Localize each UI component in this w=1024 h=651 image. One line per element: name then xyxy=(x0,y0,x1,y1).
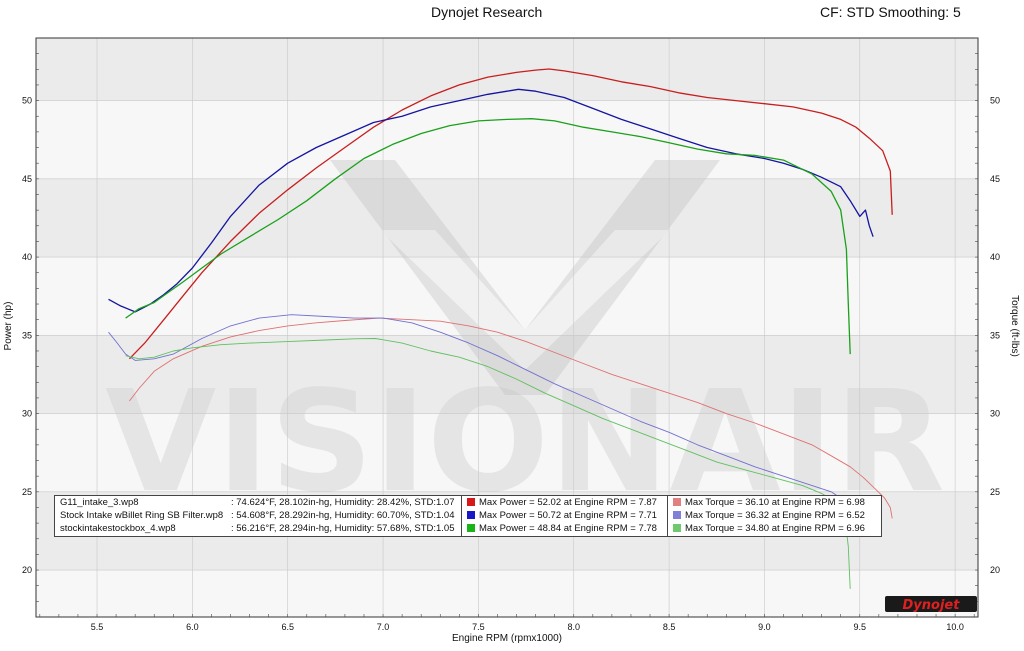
y-tick-label-left: 45 xyxy=(22,174,32,184)
x-tick-label: 8.0 xyxy=(567,622,580,632)
legend-run-conditions: : 56.216°F, 28.294in-hg, Humidity: 57.68… xyxy=(231,523,455,534)
torque-swatch xyxy=(673,524,681,532)
legend-run-name: stockintakestockbox_4.wp8 xyxy=(60,523,176,534)
x-tick-label: 6.0 xyxy=(186,622,199,632)
y-axis-label-right: Torque (ft-lbs) xyxy=(1009,295,1020,357)
x-tick-label: 7.0 xyxy=(377,622,390,632)
x-tick-label: 8.5 xyxy=(663,622,676,632)
legend-max-torque-text: Max Torque = 36.32 at Engine RPM = 6.52 xyxy=(685,510,865,521)
legend-row: Stock Intake wBillet Ring SB Filter.wp8 … xyxy=(55,510,881,523)
y-axis-label-left: Power (hp) xyxy=(3,302,14,351)
x-tick-label: 6.5 xyxy=(281,622,294,632)
x-tick-label: 9.0 xyxy=(758,622,771,632)
legend-max-power: Max Power = 48.84 at Engine RPM = 7.78 xyxy=(467,523,657,534)
plot-frame xyxy=(35,37,979,618)
power-series-line xyxy=(125,118,851,355)
dynojet-logo: Dynojet xyxy=(885,596,977,613)
x-axis-label: Engine RPM (rpmx1000) xyxy=(452,633,562,644)
chart-title: Dynojet Research xyxy=(431,4,543,20)
torque-series-line xyxy=(108,314,851,513)
y-tick-label-left: 25 xyxy=(22,487,32,497)
legend-max-torque: Max Torque = 36.32 at Engine RPM = 6.52 xyxy=(673,510,865,521)
watermark-v-shape xyxy=(330,160,720,395)
x-tick-label: 9.5 xyxy=(854,622,867,632)
legend-max-torque-text: Max Torque = 36.10 at Engine RPM = 6.98 xyxy=(685,497,865,508)
y-tick-label-right: 45 xyxy=(990,174,1000,184)
power-swatch xyxy=(467,524,475,532)
y-tick-label-right: 20 xyxy=(990,565,1000,575)
y-tick-label-right: 35 xyxy=(990,330,1000,340)
grid-band xyxy=(36,38,978,101)
legend-row: G11_intake_3.wp8 : 74.624°F, 28.102in-hg… xyxy=(55,497,881,510)
x-tick-label: 5.5 xyxy=(91,622,104,632)
y-tick-label-left: 40 xyxy=(22,252,32,262)
y-tick-label-right: 25 xyxy=(990,487,1000,497)
legend-max-power-text: Max Power = 50.72 at Engine RPM = 7.71 xyxy=(479,510,657,521)
legend-run-conditions: : 74.624°F, 28.102in-hg, Humidity: 28.42… xyxy=(231,497,455,508)
y-tick-label-left: 50 xyxy=(22,96,32,106)
legend-max-torque-text: Max Torque = 34.80 at Engine RPM = 6.96 xyxy=(685,523,865,534)
legend: G11_intake_3.wp8 : 74.624°F, 28.102in-hg… xyxy=(54,495,882,537)
series-group xyxy=(108,68,893,589)
chart-settings: CF: STD Smoothing: 5 xyxy=(820,4,961,20)
power-series-line xyxy=(108,88,874,313)
legend-run-conditions: : 54.608°F, 28.292in-hg, Humidity: 60.70… xyxy=(231,510,455,521)
power-swatch xyxy=(467,498,475,506)
legend-max-power-text: Max Power = 48.84 at Engine RPM = 7.78 xyxy=(479,523,657,534)
legend-max-power: Max Power = 50.72 at Engine RPM = 7.71 xyxy=(467,510,657,521)
dynojet-logo-text: Dynojet xyxy=(903,598,961,613)
torque-swatch xyxy=(673,498,681,506)
y-tick-label-left: 35 xyxy=(22,330,32,340)
y-tick-label-right: 50 xyxy=(990,96,1000,106)
legend-run-name: Stock Intake wBillet Ring SB Filter.wp8 xyxy=(60,510,224,521)
axis-ticks: 5.5 6.0 6.5 7.0 7.5 8.0 8.5 9.0 9.5 10.0 20 20 25 25 3… xyxy=(22,37,1000,632)
torque-series-line xyxy=(129,317,893,519)
legend-run-name: G11_intake_3.wp8 xyxy=(60,497,139,508)
grid-band xyxy=(36,335,978,414)
x-tick-label: 10.0 xyxy=(946,622,964,632)
torque-series-line xyxy=(125,338,851,589)
y-tick-label-left: 20 xyxy=(22,565,32,575)
power-swatch xyxy=(467,511,475,519)
y-tick-label-right: 40 xyxy=(990,252,1000,262)
power-series-line xyxy=(128,68,893,360)
x-tick-label: 7.5 xyxy=(472,622,485,632)
legend-max-power: Max Power = 52.02 at Engine RPM = 7.87 xyxy=(467,497,657,508)
legend-max-torque: Max Torque = 34.80 at Engine RPM = 6.96 xyxy=(673,523,865,534)
legend-divider xyxy=(667,496,668,536)
legend-divider xyxy=(461,496,462,536)
torque-swatch xyxy=(673,511,681,519)
grid-band xyxy=(36,178,978,258)
y-tick-label-left: 30 xyxy=(22,409,32,419)
legend-row: stockintakestockbox_4.wp8 : 56.216°F, 28… xyxy=(55,523,881,536)
legend-max-torque: Max Torque = 36.10 at Engine RPM = 6.98 xyxy=(673,497,865,508)
legend-max-power-text: Max Power = 52.02 at Engine RPM = 7.87 xyxy=(479,497,657,508)
y-tick-label-right: 30 xyxy=(990,409,1000,419)
